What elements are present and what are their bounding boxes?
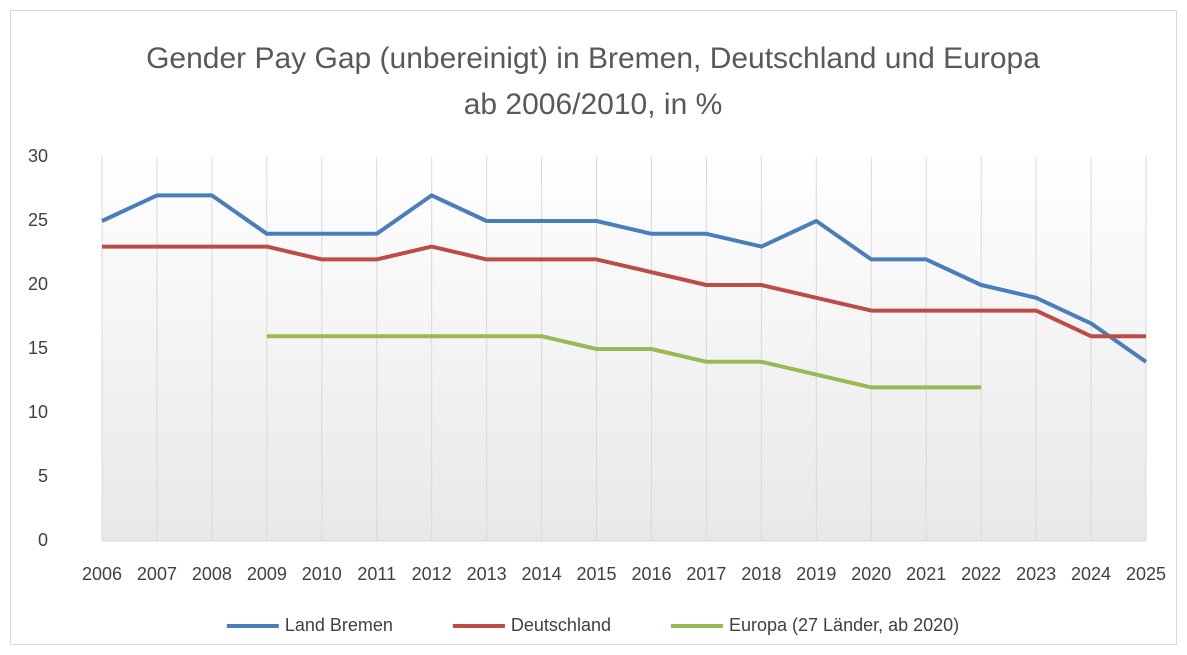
y-tick-label: 0 <box>38 530 48 550</box>
series-line <box>101 193 1148 364</box>
y-tick-label: 25 <box>28 210 48 230</box>
x-tick-label: 2010 <box>302 564 342 584</box>
legend-label: Europa (27 Länder, ab 2020) <box>729 615 959 635</box>
y-tick-label: 20 <box>28 274 48 294</box>
x-tick-label: 2011 <box>357 564 396 584</box>
x-tick-label: 2009 <box>247 564 287 584</box>
x-tick-label: 2016 <box>631 564 671 584</box>
x-tick-label: 2018 <box>741 564 781 584</box>
x-tick-label: 2006 <box>82 564 122 584</box>
y-tick-label: 10 <box>28 402 48 422</box>
x-tick-label: 2012 <box>412 564 452 584</box>
x-tick-label: 2013 <box>467 564 507 584</box>
x-tick-label: 2019 <box>796 564 836 584</box>
x-tick-label: 2025 <box>1126 564 1166 584</box>
y-tick-label: 15 <box>28 338 48 358</box>
x-tick-label: 2020 <box>851 564 891 584</box>
x-tick-label: 2024 <box>1071 564 1111 584</box>
series-line <box>266 334 982 390</box>
y-tick-label: 30 <box>28 146 48 166</box>
series-line <box>102 244 1146 339</box>
x-tick-label: 2021 <box>906 564 946 584</box>
x-tick-label: 2023 <box>1016 564 1056 584</box>
x-tick-label: 2014 <box>522 564 562 584</box>
x-tick-label: 2022 <box>961 564 1001 584</box>
chart-title: Gender Pay Gap (unbereinigt) in Bremen, … <box>146 42 1040 121</box>
y-tick-label: 5 <box>38 466 48 486</box>
legend-label: Land Bremen <box>285 615 393 635</box>
x-tick-label: 2017 <box>686 564 726 584</box>
legend-label: Deutschland <box>511 615 611 635</box>
x-tick-label: 2008 <box>192 564 232 584</box>
x-tick-label: 2015 <box>577 564 617 584</box>
x-tick-label: 2007 <box>137 564 177 584</box>
